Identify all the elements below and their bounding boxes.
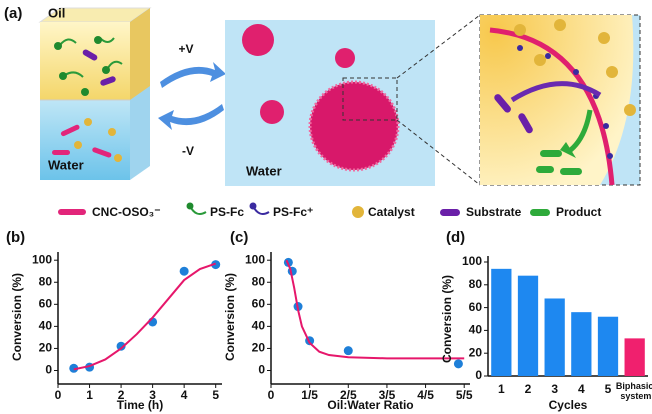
legend-label: Product (556, 205, 601, 219)
panel-label: (a) (4, 5, 22, 22)
x-tick-label: 3 (149, 388, 156, 402)
x-tick-label: 2 (118, 388, 125, 402)
y-tick-label: 0 (475, 368, 482, 382)
x-tick-label: 0 (268, 388, 275, 402)
data-point (180, 267, 189, 276)
switch-arrows (158, 62, 226, 130)
y-tick-label: 40 (39, 319, 53, 333)
legend-label: CNC-OSO₃⁻ (92, 205, 161, 219)
bar (491, 269, 511, 376)
x-tick-label: 0 (55, 388, 62, 402)
bar (518, 276, 538, 376)
y-tick-label: 0 (258, 363, 265, 377)
data-point (344, 346, 353, 355)
biphasic-cube (40, 8, 150, 180)
y-axis-title: Conversion (%) (223, 273, 237, 361)
x-tick-label: 5 (605, 382, 612, 396)
y-tick-label: 100 (245, 252, 265, 266)
y-tick-label: 20 (39, 341, 53, 355)
emulsion (225, 15, 480, 186)
x-tick-label: 5 (212, 388, 219, 402)
water-label: Water (48, 157, 84, 172)
x-axis-title: Cycles (549, 398, 588, 412)
x-tick-label: 4/5 (417, 388, 434, 402)
x-tick-label: 3 (551, 382, 558, 396)
legend-label: Substrate (466, 205, 522, 219)
panel-label: (c) (230, 229, 248, 246)
data-point (454, 359, 463, 368)
x-tick-label: 1 (498, 382, 505, 396)
y-tick-label: 100 (32, 252, 52, 266)
y-tick-label: 40 (252, 319, 266, 333)
y-tick-label: 0 (45, 363, 52, 377)
x-tick-label: Biphasic system (616, 381, 652, 401)
fit-curve (74, 264, 216, 370)
legend-label: Catalyst (368, 205, 415, 219)
x-tick-label: 2/5 (340, 388, 357, 402)
panel-label: (d) (446, 229, 465, 246)
x-tick-label: 2 (525, 382, 532, 396)
x-tick-label: 4 (578, 382, 585, 396)
voltage-label: +V (178, 42, 193, 56)
interface-zoom (480, 15, 640, 185)
y-tick-label: 20 (252, 341, 266, 355)
fit-curve (286, 260, 464, 358)
y-tick-label: 40 (469, 323, 483, 337)
voltage-label: -V (182, 144, 194, 158)
figure: (a) Oil Water +V -V Water (0, 0, 652, 414)
y-tick-label: 60 (469, 300, 483, 314)
oil-label: Oil (48, 5, 65, 20)
y-tick-label: 60 (39, 296, 53, 310)
legend-label: PS-Fc⁺ (273, 205, 313, 219)
y-axis-title: Conversion (%) (10, 273, 24, 361)
x-tick-label: 5/5 (456, 388, 473, 402)
x-tick-label: 3/5 (379, 388, 396, 402)
x-tick-label: 1/5 (301, 388, 318, 402)
y-axis-title: Conversion (%) (440, 275, 454, 363)
bar (598, 317, 618, 376)
bar (545, 298, 565, 376)
x-tick-label: 1 (86, 388, 93, 402)
y-tick-label: 80 (39, 274, 53, 288)
bar (625, 338, 645, 376)
panel-label: (b) (6, 229, 25, 246)
water-label: Water (246, 163, 282, 178)
y-tick-label: 100 (462, 254, 482, 268)
y-tick-label: 80 (252, 274, 266, 288)
bar (571, 312, 591, 376)
y-tick-label: 60 (252, 296, 266, 310)
x-tick-label: 4 (181, 388, 188, 402)
y-tick-label: 80 (469, 277, 483, 291)
y-tick-label: 20 (469, 345, 483, 359)
legend-label: PS-Fc (210, 205, 244, 219)
